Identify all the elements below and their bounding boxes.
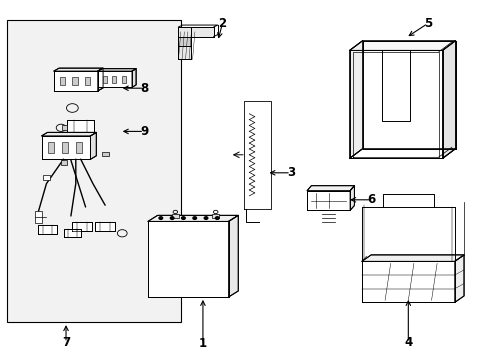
Polygon shape: [90, 132, 96, 159]
Circle shape: [204, 217, 207, 219]
Text: 3: 3: [286, 166, 294, 179]
Text: 2: 2: [218, 17, 226, 30]
Polygon shape: [54, 71, 98, 91]
Polygon shape: [454, 255, 463, 302]
Polygon shape: [63, 229, 81, 237]
Polygon shape: [41, 136, 90, 159]
Text: 1: 1: [199, 337, 206, 350]
Polygon shape: [349, 50, 442, 158]
Polygon shape: [361, 255, 463, 261]
Polygon shape: [54, 68, 103, 71]
Polygon shape: [306, 186, 354, 190]
Polygon shape: [98, 68, 103, 91]
Polygon shape: [43, 175, 50, 180]
Polygon shape: [178, 36, 191, 46]
Polygon shape: [95, 222, 115, 231]
Bar: [76, 143, 81, 153]
Text: 5: 5: [423, 17, 431, 30]
Polygon shape: [228, 215, 238, 297]
Bar: [7, 20, 181, 322]
Polygon shape: [349, 186, 354, 210]
Polygon shape: [38, 225, 57, 234]
Polygon shape: [61, 160, 67, 165]
Circle shape: [159, 217, 163, 219]
Polygon shape: [306, 190, 349, 210]
Polygon shape: [147, 215, 238, 221]
Polygon shape: [212, 214, 219, 219]
Polygon shape: [132, 69, 136, 87]
Bar: [62, 143, 68, 153]
Polygon shape: [67, 120, 94, 132]
Bar: [122, 76, 125, 83]
Polygon shape: [442, 41, 455, 158]
Polygon shape: [102, 152, 108, 156]
Text: 8: 8: [140, 82, 148, 95]
Text: 6: 6: [367, 193, 375, 206]
Polygon shape: [98, 71, 132, 87]
Text: 7: 7: [62, 336, 70, 349]
Bar: [48, 143, 54, 153]
Circle shape: [181, 217, 185, 219]
Polygon shape: [349, 41, 362, 158]
Circle shape: [215, 217, 219, 219]
Text: 4: 4: [404, 336, 411, 349]
Bar: [102, 76, 106, 83]
Bar: [72, 77, 78, 85]
Circle shape: [170, 217, 174, 219]
Polygon shape: [362, 41, 455, 149]
Polygon shape: [98, 69, 136, 71]
Polygon shape: [361, 261, 454, 302]
Polygon shape: [41, 132, 96, 136]
Text: 9: 9: [140, 125, 148, 138]
Polygon shape: [172, 214, 178, 219]
Polygon shape: [178, 27, 191, 59]
Circle shape: [193, 217, 196, 219]
Polygon shape: [35, 211, 41, 223]
Polygon shape: [72, 221, 92, 231]
Polygon shape: [147, 221, 228, 297]
Bar: [60, 77, 65, 85]
Bar: [112, 76, 116, 83]
Polygon shape: [62, 125, 67, 130]
Polygon shape: [178, 27, 213, 36]
Bar: [84, 77, 90, 85]
